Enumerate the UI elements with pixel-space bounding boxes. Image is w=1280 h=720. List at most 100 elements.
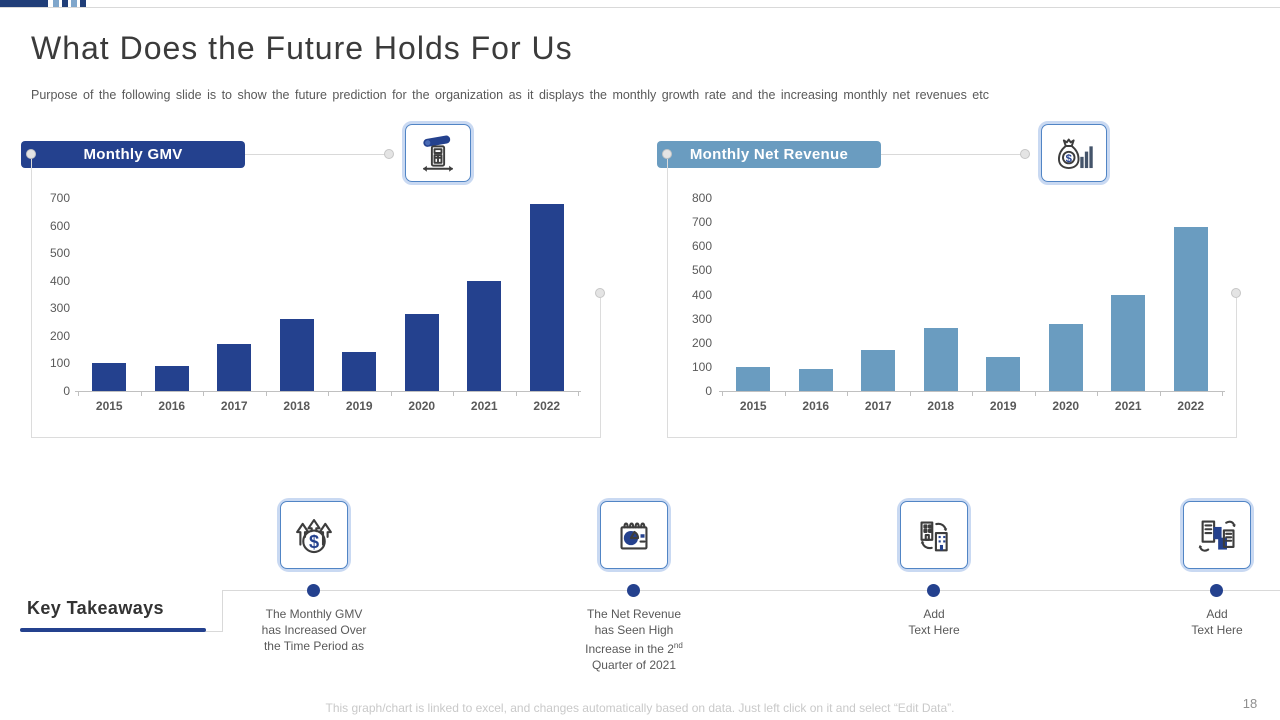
axis-tick [722,391,723,396]
svg-text:$: $ [309,532,319,552]
takeaway-text-line: Add [923,607,945,621]
deco-square [53,0,59,7]
x-tick-label: 2020 [408,399,436,413]
bar-plot-area[interactable]: 2015 2016 2017 2018 2019 2020 2021 2022 [75,198,581,413]
bar-2015 [92,363,127,391]
chart-block-monthly-net-revenue[interactable]: Monthly Net Revenue $ 800 700 600 500 400 300… [657,121,1257,456]
bar-2021 [1111,294,1146,391]
takeaway-text[interactable]: Add Text Here [849,606,1019,638]
takeaway-text-line: The Net Revenue [586,607,682,621]
chart-icon-box: $ [1038,121,1110,185]
x-tick-label: 2022 [1177,399,1205,413]
y-tick-label: 500 [49,246,70,261]
x-tick-label: 2019 [989,399,1017,413]
chart-frame-left [31,159,32,437]
svg-text:$: $ [1066,153,1073,165]
top-divider-line [0,7,1280,8]
takeaway-text-line: Text Here [1191,623,1243,637]
dollar-growth-icon: $ [296,518,332,554]
axis-tick [515,391,517,396]
y-tick-label: 200 [49,328,70,343]
takeaway-text-line: has Increased Over [261,623,367,637]
bar-2019 [986,357,1021,391]
calendar-pie-chart-icon [620,522,648,550]
bar-2016 [798,369,833,391]
takeaway-text[interactable]: The Net Revenue has Seen High Increase in … [549,606,719,673]
bar-2015 [736,366,771,391]
axis-tick [1159,391,1161,396]
bar-plot-area[interactable]: 2015 2016 2017 2018 2019 2020 2021 2022 [719,198,1225,413]
axis-tick [78,391,79,396]
takeaway-text-line: the Time Period as [263,639,365,653]
timeline-dot [927,584,940,597]
axis-tick [1034,391,1036,396]
key-takeaways-heading: Key Takeaways [27,598,164,618]
chart-frame-right [600,298,601,437]
axis-tick [847,391,848,396]
y-tick-label: 300 [691,311,712,326]
axis-tick [328,391,329,396]
bar-2018 [923,328,958,391]
y-tick-label: 800 [691,191,712,205]
bar-2016 [154,366,189,391]
y-tick-label: 300 [49,301,70,316]
y-tick-label: 500 [691,263,712,278]
takeaway-text-line: Add [1206,607,1228,621]
takeaway-icon-box [897,498,971,572]
x-tick-label: 2018 [283,399,311,413]
bar-2021 [467,280,502,391]
x-tick-label: 2016 [802,399,830,413]
takeaway-text-line: Increase in the 2nd [585,641,683,656]
chart-icon-box [402,121,474,185]
axis-tick [140,391,142,396]
chart-title-pill: Monthly Net Revenue [657,141,881,168]
buildings-swap-icon [1198,520,1236,552]
chart-frame-bottom [31,437,601,438]
chart-title-pill: Monthly GMV [21,141,245,168]
chart-frame-right [1236,298,1237,437]
takeaway-icon-box [597,498,671,572]
y-tick-label: 600 [691,239,712,254]
y-tick-label: 400 [49,273,70,288]
y-tick-label: 700 [691,215,712,230]
y-tick-label: 200 [691,335,712,350]
y-tick-label: 700 [49,191,70,205]
y-tick-label: 400 [691,287,712,302]
bar-2020 [404,313,439,391]
connector-dot [595,288,605,298]
y-tick-label: 0 [705,384,712,398]
x-tick-label: 2015 [739,399,767,413]
takeaway-text[interactable]: The Monthly GMV has Increased Over the Tim… [229,606,399,654]
money-bag-chart-icon: $ [1057,138,1093,170]
y-tick-label: 100 [49,356,70,371]
x-tick-label: 2021 [470,399,498,413]
takeaway-text-line: The Monthly GMV [265,607,363,621]
deco-square [71,0,77,7]
chart-frame-bottom [667,437,1237,438]
axis-tick [1222,391,1223,396]
axis-tick [203,391,204,396]
chart-block-monthly-gmv[interactable]: Monthly GMV [21,121,621,456]
bar-2018 [279,319,314,391]
y-tick-label: 600 [49,218,70,233]
bar-2017 [217,344,252,391]
connector-dot [662,149,672,159]
takeaway-icon-box [1180,498,1254,572]
connector-dot [26,149,36,159]
bar-2017 [861,350,896,391]
axis-tick [265,391,267,396]
chart-frame-left [667,159,668,437]
bar-2019 [342,352,377,391]
deco-square [62,0,68,7]
x-tick-label: 2019 [345,399,373,413]
x-tick-label: 2016 [158,399,186,413]
top-deco-bar [0,0,48,7]
timeline-dot [1210,584,1223,597]
axis-tick [453,391,454,396]
x-tick-label: 2022 [533,399,561,413]
axis-tick [972,391,973,396]
takeaways-connector [205,631,223,632]
axis-tick [909,391,911,396]
x-tick-label: 2017 [864,399,892,413]
takeaway-text[interactable]: Add Text Here [1132,606,1280,638]
